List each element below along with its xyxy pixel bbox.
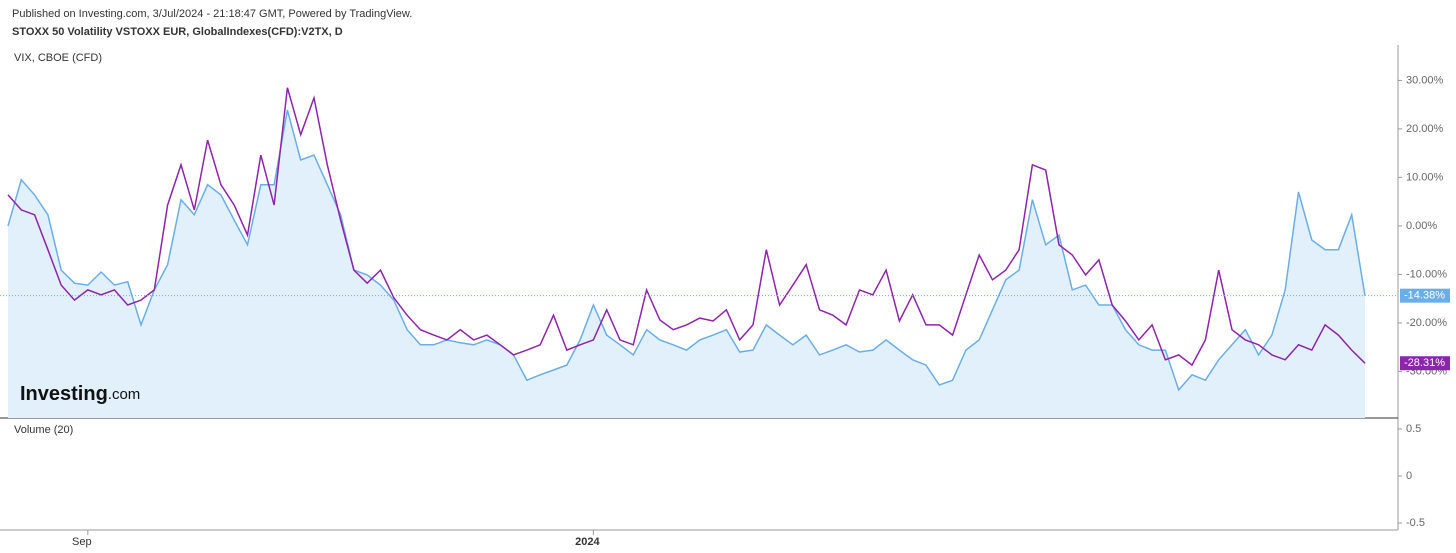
legend-label: VIX, CBOE (CFD) <box>14 52 102 64</box>
logo: Investing.com <box>20 383 140 405</box>
value-label-box <box>1400 356 1450 371</box>
logo-brand: Investing <box>20 383 108 405</box>
area-fill <box>8 110 1365 418</box>
y-tick-label: 30.00% <box>1406 74 1444 86</box>
y-tick-label: -20.00% <box>1406 317 1447 329</box>
published-note: Published on Investing.com, 3/Jul/2024 -… <box>12 8 412 20</box>
y-tick-label: 0.5 <box>1406 423 1421 435</box>
value-label-box <box>1400 288 1450 303</box>
y-tick-label: -0.5 <box>1406 517 1425 529</box>
series-line <box>7 87 1366 367</box>
logo-suffix: .com <box>108 386 141 403</box>
series-line <box>7 109 1366 392</box>
y-tick-label: 0 <box>1406 470 1412 482</box>
y-tick-label: 0.00% <box>1406 220 1437 232</box>
value-label: -28.31% <box>1404 357 1445 369</box>
value-label: -14.38% <box>1404 290 1445 302</box>
pane-title: Volume (20) <box>14 424 73 436</box>
x-tick-label: Sep <box>72 536 92 548</box>
y-tick-label: -10.00% <box>1406 268 1447 280</box>
x-tick-label: 2024 <box>575 536 600 548</box>
chart-title: STOXX 50 Volatility VSTOXX EUR, GlobalIn… <box>12 26 343 38</box>
y-tick-label: 20.00% <box>1406 123 1444 135</box>
y-tick-label: 10.00% <box>1406 171 1444 183</box>
